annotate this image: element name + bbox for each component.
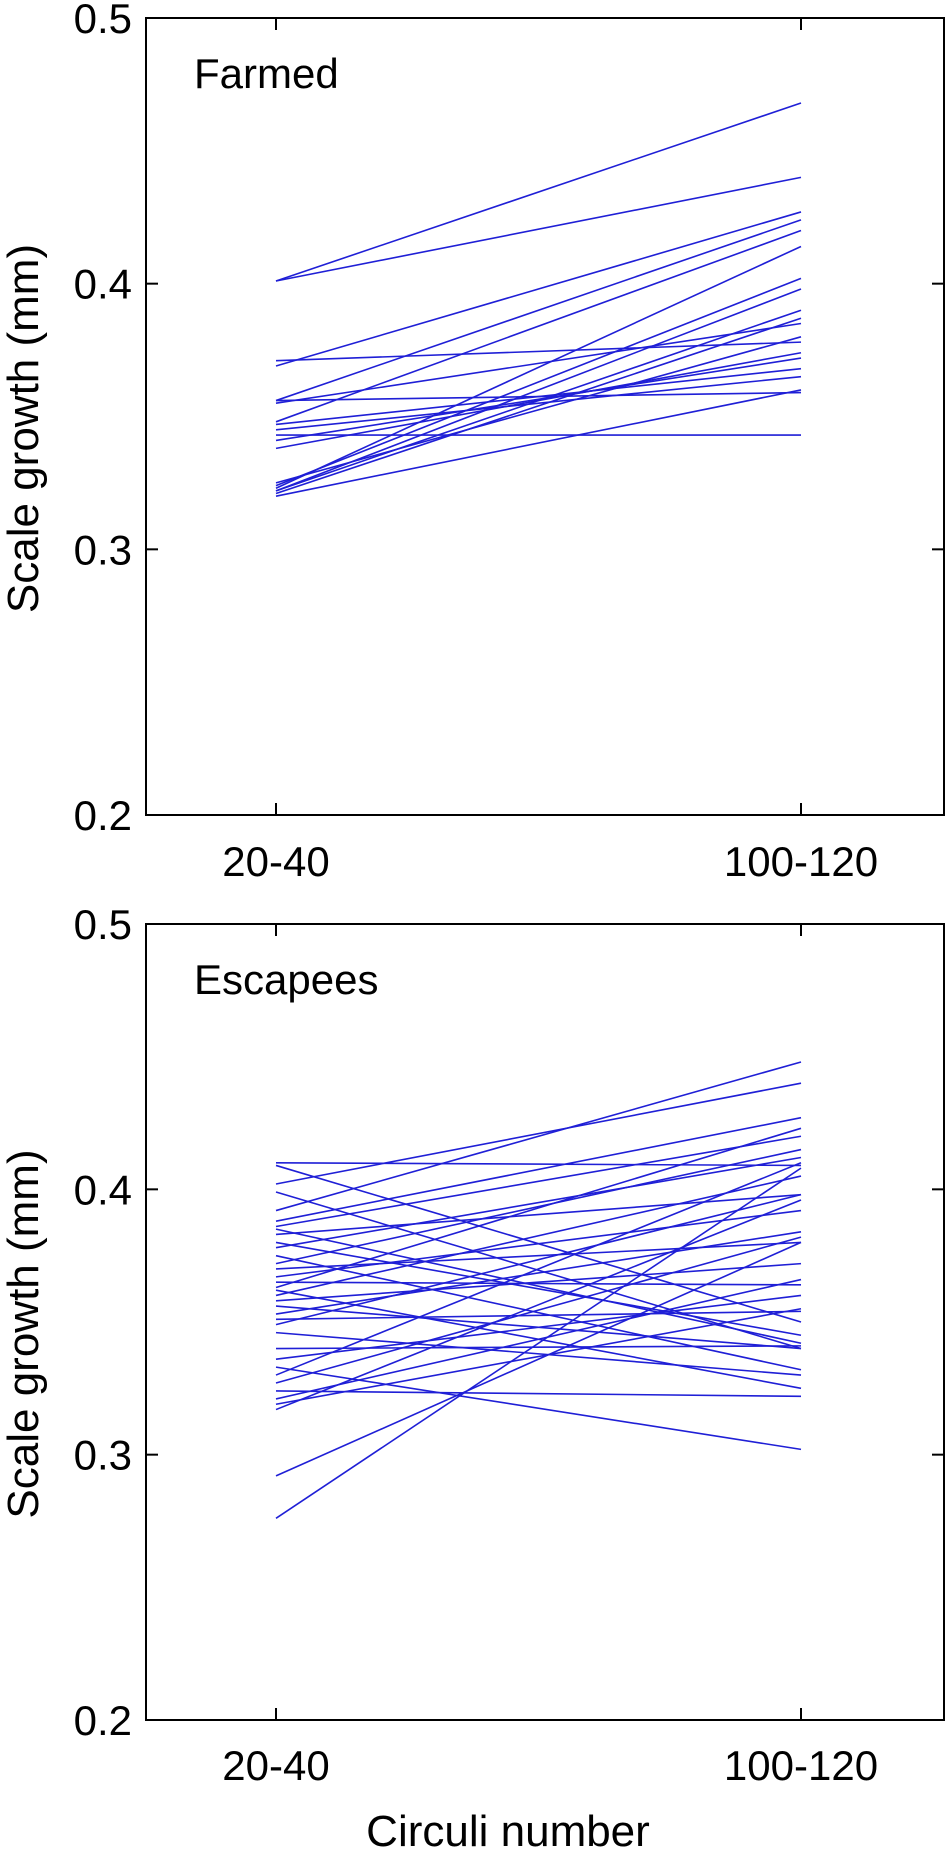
series-line xyxy=(275,322,802,405)
series-line xyxy=(275,1209,802,1278)
series-line xyxy=(275,1116,802,1222)
series-line xyxy=(275,1167,802,1520)
series-line xyxy=(275,1241,802,1477)
series-line xyxy=(275,1061,802,1212)
series-line xyxy=(275,341,802,362)
series-line xyxy=(275,1199,802,1411)
series-line xyxy=(275,1241,802,1337)
y-axis-title: Scale growth (mm) xyxy=(0,1149,48,1518)
series-line xyxy=(275,389,802,497)
x-tick-label: 20-40 xyxy=(222,1742,329,1789)
series-line xyxy=(275,1162,802,1167)
series-line xyxy=(275,1294,802,1360)
y-tick-label: 0.5 xyxy=(74,0,132,42)
panel-label: Escapees xyxy=(194,956,378,1003)
series-line xyxy=(275,357,802,442)
y-tick-label: 0.5 xyxy=(74,901,132,948)
y-tick-label: 0.4 xyxy=(74,1166,132,1213)
x-tick-label: 100-120 xyxy=(724,1742,878,1789)
y-tick-label: 0.2 xyxy=(74,792,132,839)
series-line xyxy=(275,309,802,492)
series-line xyxy=(275,336,802,484)
series-line xyxy=(275,1390,802,1398)
series-line xyxy=(275,1262,802,1302)
series-line xyxy=(275,317,802,495)
series-line xyxy=(275,1193,802,1236)
x-axis-title: Circuli number xyxy=(366,1807,650,1855)
series-line xyxy=(275,1127,802,1289)
series-line xyxy=(275,1236,802,1384)
x-tick-label: 100-120 xyxy=(724,838,878,885)
series-line xyxy=(275,1156,802,1249)
series-line xyxy=(275,211,802,367)
y-tick-label: 0.3 xyxy=(74,526,132,573)
y-tick-label: 0.4 xyxy=(74,261,132,308)
series-line xyxy=(275,1175,802,1297)
series-line xyxy=(275,1254,802,1371)
series-line xyxy=(275,1193,802,1326)
series-line xyxy=(275,1345,802,1350)
series-line xyxy=(275,277,802,487)
series-line xyxy=(275,219,802,402)
series-line xyxy=(275,1281,802,1286)
escapees-panel: 0.2 0.3 0.4 0.5 20-40 100-120 Scale growth (mm… xyxy=(0,901,945,1789)
series-line xyxy=(275,1241,802,1270)
y-tick-label: 0.2 xyxy=(74,1697,132,1744)
series-line xyxy=(275,1148,802,1265)
series-line xyxy=(275,288,802,492)
series-line xyxy=(275,1310,802,1321)
series-line xyxy=(275,1278,802,1400)
farmed-panel: 0.2 0.3 0.4 0.5 20-40 100-120 Scale growth (mm… xyxy=(0,0,945,885)
series-line xyxy=(275,1228,802,1345)
series-line xyxy=(275,367,802,426)
series-line xyxy=(275,245,802,489)
x-tick-label: 20-40 xyxy=(222,838,329,885)
series-line xyxy=(275,375,802,431)
panel-label: Farmed xyxy=(194,50,339,97)
plot-frame xyxy=(145,923,945,1721)
y-tick-label: 0.3 xyxy=(74,1432,132,1479)
series-line xyxy=(275,1307,802,1406)
series-line xyxy=(275,1366,802,1451)
y-axis-title: Scale growth (mm) xyxy=(0,244,48,613)
series-line xyxy=(275,102,802,282)
series-line xyxy=(275,1162,802,1376)
plot-frame xyxy=(145,17,945,816)
series-line xyxy=(275,1135,802,1228)
series-line xyxy=(275,176,802,282)
series-line xyxy=(275,1082,802,1185)
series-line xyxy=(275,1230,802,1315)
series-line xyxy=(275,1191,802,1350)
